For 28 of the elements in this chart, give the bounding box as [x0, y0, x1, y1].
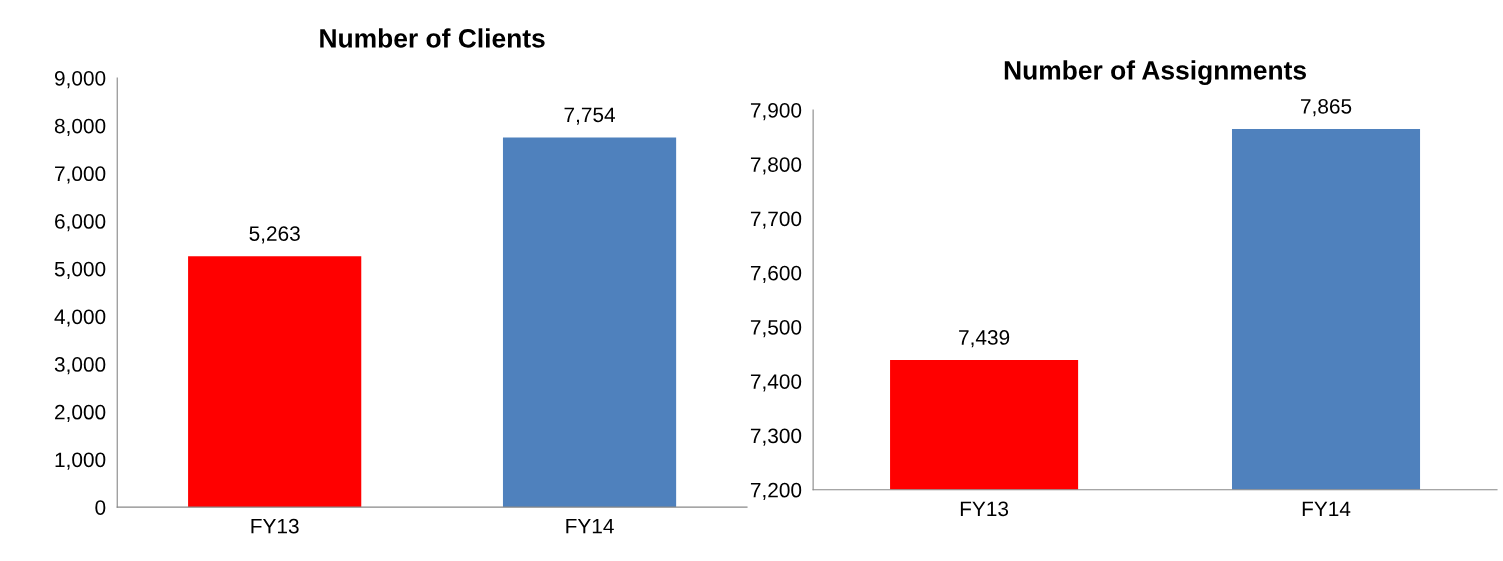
y-tick-label: 7,400 [750, 374, 802, 392]
y-tick-label: 1,000 [55, 452, 106, 470]
data-label: 7,865 [1301, 98, 1352, 117]
x-tick-label: FY13 [251, 518, 299, 534]
data-label: 7,439 [959, 330, 1010, 348]
y-tick-label: 2,000 [55, 404, 106, 422]
y-tick-label: 0 [95, 500, 106, 515]
y-tick-label: 6,000 [55, 214, 106, 232]
y-tick-label: 5,000 [54, 261, 106, 279]
y-tick-label: 7,700 [750, 211, 802, 229]
y-tick-label: 7,500 [750, 319, 802, 338]
x-tick-label: FY14 [566, 519, 614, 534]
y-tick-label: 3,000 [54, 357, 106, 375]
x-tick-label: FY13 [960, 501, 1009, 517]
y-tick-label: 9,000 [54, 70, 106, 89]
y-tick-label: 7,600 [750, 265, 802, 283]
y-tick-label: 4,000 [54, 309, 106, 327]
y-tick-label: 7,300 [750, 428, 802, 446]
y-tick-label: 8,000 [54, 118, 106, 136]
data-label: 7,754 [564, 107, 616, 125]
y-tick-label: 7,200 [750, 482, 802, 500]
data-label: 5,263 [249, 226, 300, 244]
chart-title: Number of Clients [320, 28, 545, 48]
x-tick-label: FY14 [1302, 501, 1351, 516]
y-tick-label: 7,900 [750, 102, 802, 121]
y-tick-label: 7,000 [55, 166, 106, 184]
y-tick-label: 7,800 [750, 157, 802, 175]
chart-title: Number of Assignments [1004, 60, 1306, 85]
